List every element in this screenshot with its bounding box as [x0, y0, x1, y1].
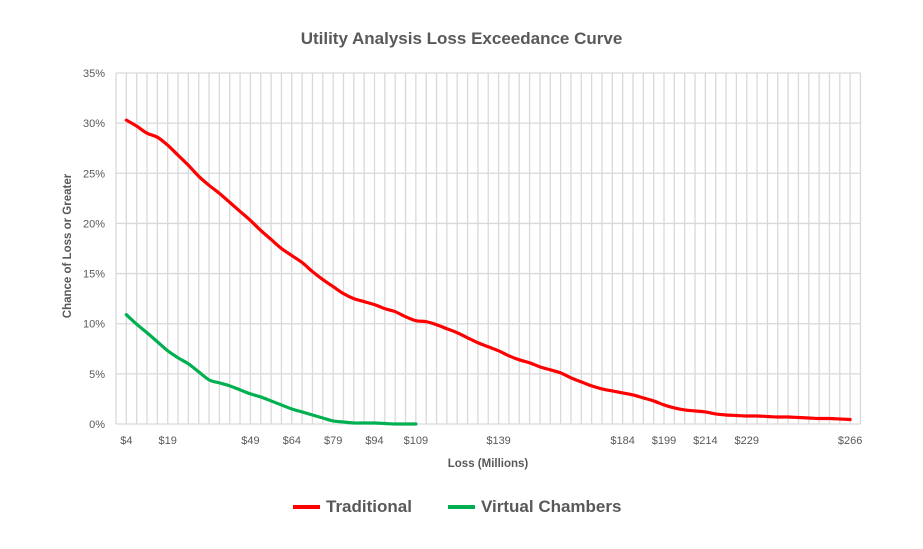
- y-tick-label: 15%: [83, 269, 105, 281]
- y-tick-label: 10%: [83, 319, 105, 331]
- chart-title: Utility Analysis Loss Exceedance Curve: [300, 29, 623, 48]
- series-line-traditional: [124, 118, 852, 422]
- x-tick-label: $266: [838, 435, 862, 447]
- legend-item-virtual-chambers: Virtual Chambers: [448, 497, 621, 517]
- y-axis-title: Chance of Loss or Greater: [62, 173, 74, 319]
- x-tick-label: $229: [734, 435, 758, 447]
- x-tick-label: $49: [241, 435, 259, 447]
- y-tick-label: 25%: [83, 168, 105, 180]
- x-axis-title: Loss (Millions): [447, 458, 529, 470]
- legend-item-traditional: Traditional: [293, 497, 412, 517]
- x-tick-label: $214: [693, 435, 717, 447]
- x-tick-label: $79: [324, 435, 342, 447]
- legend-label: Traditional: [326, 497, 412, 516]
- x-tick-label: $184: [610, 435, 634, 447]
- x-tick-label: $64: [283, 435, 301, 447]
- y-tick-label: 5%: [89, 369, 105, 381]
- x-tick-label: $109: [404, 435, 428, 447]
- series-line-virtual-chambers: [124, 313, 418, 426]
- legend-swatch: [448, 505, 475, 509]
- y-tick-label: 30%: [83, 118, 105, 130]
- x-tick-label: $139: [486, 435, 510, 447]
- legend-swatch: [293, 505, 320, 509]
- x-tick-label: $199: [652, 435, 676, 447]
- x-tick-label: $19: [159, 435, 177, 447]
- y-tick-label: 0%: [89, 419, 105, 431]
- y-tick-label: 35%: [83, 68, 105, 80]
- legend-label: Virtual Chambers: [481, 497, 622, 516]
- x-tick-label: $94: [365, 435, 383, 447]
- y-tick-label: 20%: [83, 218, 105, 230]
- x-tick-label: $4: [120, 435, 132, 447]
